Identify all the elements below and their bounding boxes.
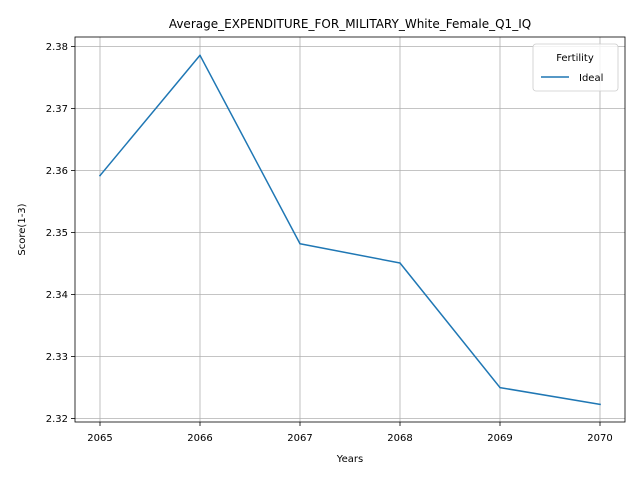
x-tick-label: 2068 bbox=[387, 433, 412, 444]
y-axis-label: Score(1-3) bbox=[17, 203, 28, 255]
series-line-ideal bbox=[98, 54, 601, 406]
y-tick-label: 2.35 bbox=[46, 228, 68, 239]
data-point bbox=[599, 403, 601, 406]
data-point bbox=[199, 54, 201, 57]
y-tick-label: 2.32 bbox=[46, 414, 68, 425]
legend-title: Fertility bbox=[556, 53, 594, 64]
y-tick-label: 2.34 bbox=[46, 290, 68, 301]
chart-title: Average_EXPENDITURE_FOR_MILITARY_White_F… bbox=[169, 17, 531, 31]
x-tick-label: 2067 bbox=[287, 433, 312, 444]
x-tick-label: 2070 bbox=[587, 433, 612, 444]
y-axis-ticks: 2.32 2.33 2.34 2.35 2.36 2.37 2.38 bbox=[46, 42, 75, 425]
data-point bbox=[399, 262, 401, 264]
y-tick-label: 2.38 bbox=[46, 42, 68, 53]
x-axis-ticks: 2065 2066 2067 2068 2069 2070 bbox=[87, 422, 613, 444]
y-tick-label: 2.36 bbox=[46, 166, 68, 177]
grid-lines bbox=[75, 37, 625, 422]
data-point bbox=[99, 174, 101, 177]
data-point bbox=[299, 243, 301, 245]
plot-frame bbox=[74, 36, 626, 423]
legend-box bbox=[532, 43, 619, 92]
legend: Fertility Ideal bbox=[532, 43, 619, 92]
x-axis-label: Years bbox=[336, 454, 363, 465]
data-point bbox=[499, 386, 501, 389]
x-tick-label: 2069 bbox=[487, 433, 512, 444]
y-tick-label: 2.33 bbox=[46, 352, 68, 363]
x-tick-label: 2066 bbox=[187, 433, 212, 444]
y-tick-label: 2.37 bbox=[46, 104, 68, 115]
legend-label-ideal: Ideal bbox=[579, 73, 603, 84]
series-layer bbox=[98, 54, 601, 406]
x-tick-label: 2065 bbox=[87, 433, 112, 444]
